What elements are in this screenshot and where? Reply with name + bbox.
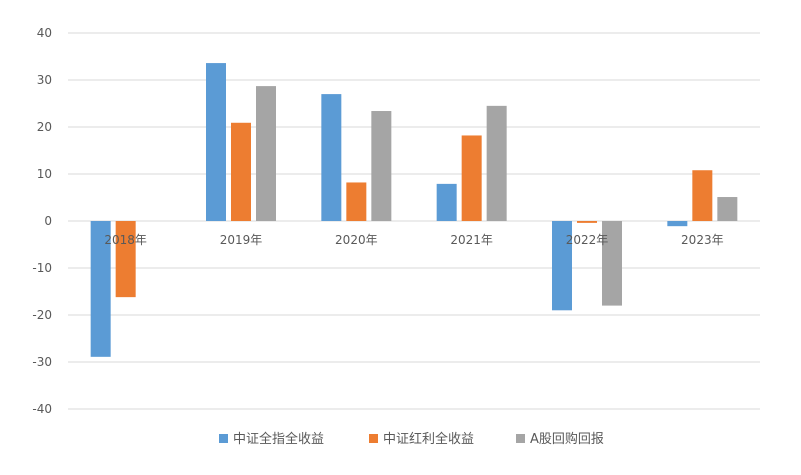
y-tick-label: 0 <box>44 214 52 228</box>
x-category-label: 2018年 <box>104 233 147 247</box>
y-tick-label: -30 <box>32 355 52 369</box>
legend-swatch <box>369 434 378 443</box>
bar-2-4 <box>461 135 482 221</box>
y-tick-label: 30 <box>37 73 52 87</box>
legend-label: 中证全指全收益 <box>233 431 324 447</box>
y-tick-label: 40 <box>37 26 52 40</box>
x-category-label: 2019年 <box>220 233 263 247</box>
x-category-label: 2021年 <box>450 233 493 247</box>
bar-1-1 <box>90 221 111 357</box>
bar-2-3 <box>346 182 367 221</box>
y-tick-label: 10 <box>37 167 52 181</box>
bar-1-6 <box>667 221 688 227</box>
legend-swatch <box>219 434 228 443</box>
bar-2-6 <box>692 170 713 221</box>
bar-2-1 <box>115 221 136 298</box>
bar-1-3 <box>321 94 342 221</box>
y-tick-label: 20 <box>37 120 52 134</box>
bars <box>90 63 738 357</box>
bar-3-2 <box>256 86 276 221</box>
x-axis-category-labels: 2018年 2019年 2020年 2021年 2022年 2023年 <box>104 233 723 247</box>
y-tick-label: -20 <box>32 308 52 322</box>
gridlines <box>68 32 760 410</box>
bar-2-5 <box>577 221 597 223</box>
legend: 中证全指全收益 中证红利全收益 A股回购回报 <box>219 431 604 447</box>
legend-swatch <box>516 434 525 443</box>
bar-2-2 <box>231 122 251 221</box>
x-category-label: 2020年 <box>335 233 378 247</box>
bar-3-6 <box>717 197 738 221</box>
bar-3-5 <box>602 221 622 306</box>
y-axis-tick-labels: 40 30 20 10 0 -10 -20 -30 -40 <box>32 26 52 416</box>
bar-3-3 <box>371 111 392 221</box>
x-category-label: 2023年 <box>681 233 724 247</box>
y-tick-label: -40 <box>32 402 52 416</box>
x-category-label: 2022年 <box>566 233 609 247</box>
bar-1-4 <box>436 183 457 221</box>
bar-3-4 <box>486 105 507 221</box>
legend-label: A股回购回报 <box>530 431 604 447</box>
legend-label: 中证红利全收益 <box>383 431 474 447</box>
y-tick-label: -10 <box>32 261 52 275</box>
bar-1-5 <box>552 221 572 311</box>
bar-1-2 <box>206 63 226 221</box>
